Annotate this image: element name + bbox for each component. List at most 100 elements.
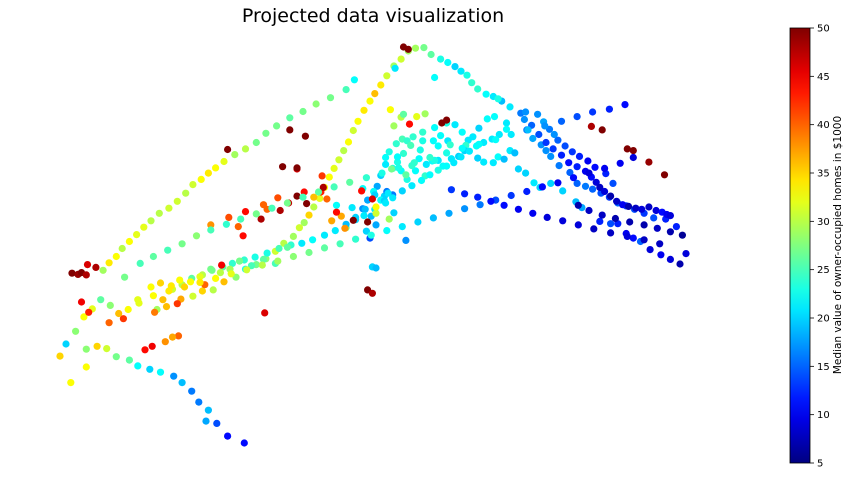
scatter-point: [310, 193, 318, 201]
scatter-point: [212, 274, 220, 282]
scatter-point: [507, 191, 515, 200]
scatter-point: [252, 210, 260, 218]
scatter-point: [522, 108, 530, 116]
scatter-point: [344, 138, 353, 146]
scatter-point: [176, 276, 184, 284]
scatter-point: [378, 169, 386, 177]
colorbar-tick-label: 45: [817, 72, 830, 83]
scatter-point: [601, 187, 609, 196]
scatter-point: [225, 213, 233, 221]
scatter-point: [427, 50, 435, 59]
scatter-point: [542, 147, 550, 155]
scatter-point: [626, 218, 634, 226]
scatter-point: [487, 197, 495, 205]
scatter-point: [312, 100, 320, 108]
scatter-point: [511, 149, 519, 157]
scatter-point: [494, 95, 502, 103]
scatter-point: [165, 204, 173, 212]
scatter-point: [457, 153, 465, 161]
scatter-point: [286, 114, 294, 122]
scatter-point: [393, 158, 402, 166]
scatter-point: [342, 86, 350, 94]
scatter-point: [502, 119, 511, 127]
scatter-point: [207, 226, 215, 234]
scatter-point: [646, 246, 654, 254]
scatter-point: [397, 55, 405, 63]
scatter-point: [616, 159, 624, 167]
scatter-point: [273, 122, 281, 130]
scatter-point: [611, 214, 620, 223]
scatter-point: [241, 145, 250, 153]
scatter-point: [490, 113, 499, 121]
scatter-point: [384, 189, 392, 197]
scatter-point: [388, 165, 396, 173]
scatter-point: [557, 117, 566, 125]
scatter-point: [68, 269, 76, 277]
scatter-point: [538, 183, 547, 191]
scatter-point: [159, 296, 167, 304]
scatter-point: [385, 215, 393, 223]
colorbar-tick-label: 50: [817, 24, 830, 35]
scatter-point: [500, 201, 508, 209]
scatter-point: [575, 152, 584, 160]
scatter-point: [431, 73, 439, 82]
scatter-point: [235, 257, 244, 265]
scatter-point: [275, 244, 283, 253]
scatter-point: [393, 153, 402, 161]
scatter-point: [189, 292, 197, 300]
scatter-point: [409, 133, 417, 141]
scatter-point: [494, 153, 502, 161]
scatter-point: [188, 387, 196, 395]
scatter-point: [555, 162, 563, 170]
chart-title: Projected data visualization: [242, 5, 504, 27]
scatter-point: [156, 279, 165, 287]
scatter-point: [483, 115, 491, 123]
scatter-point: [607, 192, 615, 200]
scatter-point: [283, 243, 291, 251]
scatter-point: [93, 342, 101, 350]
scatter-point: [299, 193, 307, 201]
scatter-point: [559, 187, 567, 195]
scatter-point: [507, 130, 515, 139]
scatter-point: [173, 300, 181, 308]
scatter-point: [395, 164, 403, 172]
scatter-point: [228, 259, 236, 267]
scatter-point: [298, 239, 306, 247]
scatter-point: [592, 178, 600, 186]
scatter-point: [377, 81, 385, 89]
scatter-point: [136, 259, 144, 267]
scatter-point: [574, 201, 582, 209]
scatter-point: [314, 188, 323, 196]
scatter-point: [574, 221, 582, 229]
colorbar-tick-label: 10: [817, 410, 830, 421]
scatter-point: [383, 227, 391, 235]
scatter-point: [149, 292, 157, 300]
scatter-point: [404, 45, 412, 53]
scatter-point: [162, 303, 171, 311]
scatter-point: [106, 301, 114, 309]
scatter-point: [469, 133, 477, 141]
scatter-point: [417, 176, 426, 185]
scatter-point: [666, 255, 675, 263]
scatter-point: [585, 206, 593, 215]
scatter-point: [657, 251, 665, 259]
scatter-point: [461, 205, 469, 213]
scatter-point: [202, 417, 210, 425]
scatter-point: [541, 122, 549, 130]
scatter-point: [372, 203, 380, 211]
scatter-point: [165, 287, 173, 295]
scatter-point: [607, 220, 615, 228]
scatter-point: [247, 262, 256, 270]
scatter-point: [530, 179, 538, 187]
scatter-point: [134, 362, 142, 370]
scatter-point: [372, 221, 380, 229]
scatter-point: [189, 181, 197, 189]
scatter-point: [332, 201, 341, 209]
scatter-point: [112, 353, 120, 361]
scatter-point: [222, 220, 230, 228]
scatter-point: [475, 124, 483, 132]
scatter-point: [320, 231, 329, 239]
scatter-point: [535, 130, 543, 139]
scatter-point: [542, 138, 550, 147]
scatter-point: [125, 237, 133, 246]
